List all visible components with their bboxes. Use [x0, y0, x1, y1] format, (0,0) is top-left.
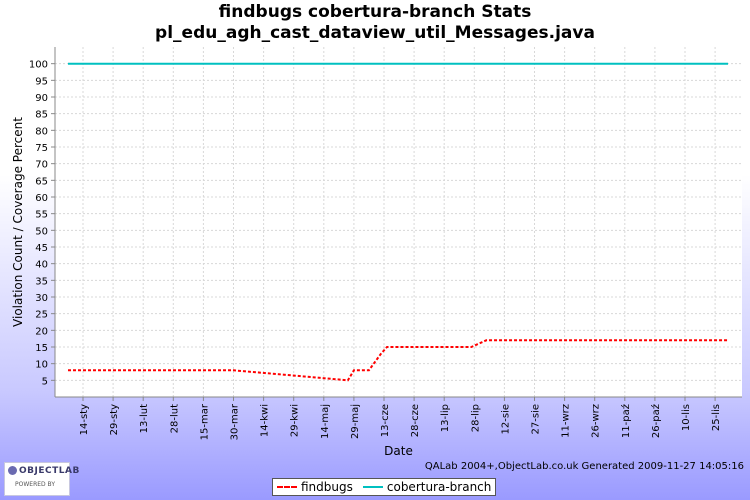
logo-subtext: POWERED BY	[15, 481, 56, 488]
y-tick-label: 35	[35, 276, 48, 287]
x-tick-label: 27-sie	[531, 404, 542, 434]
y-tick-label: 5	[42, 376, 48, 387]
x-tick-label: 14-kwi	[260, 404, 271, 437]
x-tick-label: 28-lip	[470, 404, 481, 432]
generated-footer: QALab 2004+,ObjectLab.co.uk Generated 20…	[424, 461, 744, 472]
x-tick-label: 26-wrz	[591, 404, 602, 438]
x-tick-label: 14-maj	[320, 404, 331, 439]
legend-label-findbugs: findbugs	[301, 480, 353, 494]
x-tick-label: 15-mar	[199, 403, 210, 440]
legend-item-findbugs: findbugs	[277, 480, 353, 494]
y-tick-label: 25	[35, 310, 48, 321]
x-tick-label: 10-lis	[681, 404, 692, 431]
chart-legend: findbugs cobertura-branch	[272, 478, 497, 496]
x-tick-label: 25-lis	[711, 404, 722, 431]
x-tick-label: 28-cze	[410, 404, 421, 437]
x-tick-label: 13-cze	[380, 404, 391, 437]
objectlab-logo: OBJECTLAB POWERED BY	[4, 462, 79, 496]
y-tick-label: 100	[29, 60, 48, 71]
y-tick-label: 60	[35, 193, 48, 204]
x-tick-label: 29-maj	[350, 404, 361, 439]
y-tick-label: 45	[35, 243, 48, 254]
objectlab-logo-icon	[8, 466, 17, 475]
y-tick-label: 40	[35, 260, 48, 271]
chart-title: findbugs cobertura-branch Stats pl_edu_a…	[155, 2, 595, 43]
x-tick-label: 29-sty	[109, 404, 120, 435]
y-axis-label: Violation Count / Coverage Percent	[11, 117, 25, 327]
legend-label-cobertura-branch: cobertura-branch	[386, 480, 492, 494]
y-tick-label: 30	[35, 293, 48, 304]
x-tick-label: 30-mar	[230, 403, 241, 440]
y-tick-label: 65	[35, 176, 48, 187]
x-tick-label: 11-paź	[620, 404, 632, 438]
y-tick-label: 80	[35, 126, 48, 137]
legend-swatch-cobertura-branch	[362, 486, 383, 488]
plot-area	[55, 47, 742, 397]
x-axis-label: Date	[384, 444, 413, 458]
y-tick-label: 85	[35, 110, 48, 121]
x-tick-label: 13-lut	[139, 404, 150, 433]
x-tick-label: 28-lut	[169, 404, 180, 433]
logo-text: OBJECTLAB	[19, 466, 80, 476]
legend-item-cobertura-branch: cobertura-branch	[362, 480, 492, 494]
y-tick-label: 75	[35, 143, 48, 154]
x-tick-label: 13-lip	[440, 404, 451, 432]
x-tick-label: 14-sty	[79, 404, 90, 435]
x-tick-label: 11-wrz	[561, 404, 572, 438]
legend-swatch-findbugs	[277, 486, 297, 488]
y-tick-label: 50	[35, 226, 48, 237]
y-tick-label: 10	[35, 360, 48, 371]
series-line-findbugs	[68, 339, 728, 382]
y-tick-label: 15	[35, 343, 48, 354]
x-tick-label: 26-paź	[650, 404, 662, 438]
x-tick-label: 29-kwi	[290, 404, 301, 437]
y-tick-label: 95	[35, 76, 48, 87]
y-tick-label: 70	[35, 160, 48, 171]
y-tick-label: 55	[35, 210, 48, 221]
x-tick-label: 12-sie	[500, 404, 511, 434]
y-tick-label: 20	[35, 326, 48, 337]
y-tick-label: 90	[35, 93, 48, 104]
